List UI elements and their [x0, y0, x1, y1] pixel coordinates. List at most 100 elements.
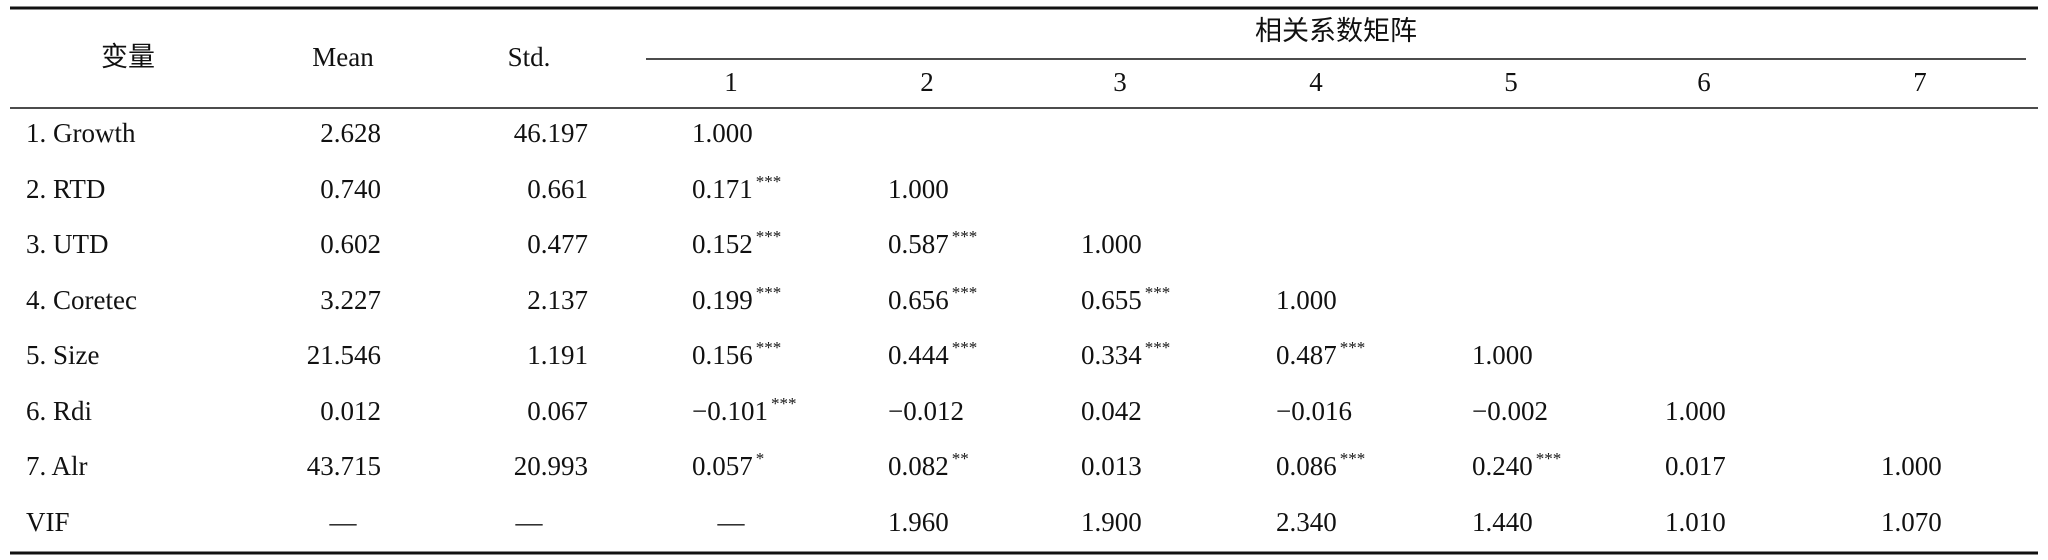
cell: 43.715 [307, 451, 381, 481]
cell: 20.993 [514, 451, 588, 481]
cell: 1.070 [1881, 507, 1942, 537]
cell-value: 0.240 [1472, 451, 1533, 481]
cell: 0.156 *** [692, 338, 781, 370]
cell: 1.440 [1472, 507, 1533, 537]
cell: −0.012 [888, 396, 964, 426]
cell: 0.240 *** [1472, 449, 1561, 481]
header-mean: Mean [312, 42, 374, 72]
cell-value: 0.086 [1276, 451, 1337, 481]
cell: 0.057 * [692, 449, 764, 481]
significance: *** [771, 394, 797, 413]
cell: 1.000 [888, 174, 949, 204]
cell: −0.101 *** [692, 394, 796, 426]
cell-value: 0.444 [888, 340, 949, 370]
cell: 1.000 [1881, 451, 1942, 481]
header-matrix: 相关系数矩阵 [1255, 16, 1417, 46]
cell: 0.171 *** [692, 172, 781, 204]
cell: 1.000 [1276, 285, 1337, 315]
cell: — [329, 507, 358, 537]
row-label: 6. Rdi [26, 396, 92, 426]
cell-value: 0.656 [888, 285, 949, 315]
header-variable: 变量 [101, 42, 155, 72]
cell: — [515, 507, 544, 537]
cell: 0.587 *** [888, 227, 977, 259]
cell: 0.334 *** [1081, 338, 1170, 370]
cell: 0.199 *** [692, 283, 781, 315]
header-column: 6 [1697, 67, 1711, 97]
header-column: 3 [1113, 67, 1127, 97]
row-label: 1. Growth [26, 118, 136, 148]
header-column: 5 [1504, 67, 1518, 97]
cell: 0.152 *** [692, 227, 781, 259]
cell: 0.082 ** [888, 449, 969, 481]
cell: 0.013 [1081, 451, 1142, 481]
significance: *** [1340, 338, 1366, 357]
cell: 0.086 *** [1276, 449, 1365, 481]
cell-value: 0.655 [1081, 285, 1142, 315]
cell-value: 0.334 [1081, 340, 1142, 370]
row-label: VIF [26, 507, 70, 537]
significance: *** [756, 283, 782, 302]
cell: 2.137 [527, 285, 588, 315]
cell: 2.340 [1276, 507, 1337, 537]
cell: 1.000 [1081, 229, 1142, 259]
header-column: 2 [920, 67, 934, 97]
cell-value: 0.587 [888, 229, 949, 259]
cell: 1.191 [527, 340, 588, 370]
significance: *** [1340, 449, 1366, 468]
cell: 3.227 [320, 285, 381, 315]
cell: −0.002 [1472, 396, 1548, 426]
cell: 0.655 *** [1081, 283, 1170, 315]
significance: *** [1145, 283, 1171, 302]
cell: 1.010 [1665, 507, 1726, 537]
cell: 21.546 [307, 340, 381, 370]
significance: *** [756, 227, 782, 246]
cell: 0.444 *** [888, 338, 977, 370]
cell: 0.740 [320, 174, 381, 204]
cell: 0.656 *** [888, 283, 977, 315]
cell: 2.628 [320, 118, 381, 148]
cell: 1.000 [1665, 396, 1726, 426]
cell-value: 0.057 [692, 451, 753, 481]
cell: 0.487 *** [1276, 338, 1365, 370]
cell: 0.602 [320, 229, 381, 259]
row-label: 7. Alr [26, 451, 88, 481]
header-std: Std. [508, 42, 551, 72]
cell: 1.960 [888, 507, 949, 537]
row-label: 2. RTD [26, 174, 105, 204]
cell-value: 0.156 [692, 340, 753, 370]
cell: 1.900 [1081, 507, 1142, 537]
significance: *** [952, 338, 978, 357]
cell: 0.477 [527, 229, 588, 259]
cell: 0.067 [527, 396, 588, 426]
significance: *** [1536, 449, 1562, 468]
cell-value: 0.082 [888, 451, 949, 481]
cell-value: 0.171 [692, 174, 753, 204]
cell: 0.042 [1081, 396, 1142, 426]
significance: *** [952, 283, 978, 302]
cell: 1.000 [692, 118, 753, 148]
significance: *** [756, 338, 782, 357]
cell-value: 0.199 [692, 285, 753, 315]
header-column: 1 [724, 67, 738, 97]
cell-value: 0.487 [1276, 340, 1337, 370]
significance: *** [756, 172, 782, 191]
significance: * [756, 449, 765, 468]
header-column: 7 [1913, 67, 1927, 97]
cell: 46.197 [514, 118, 588, 148]
row-label: 5. Size [26, 340, 100, 370]
header-column: 4 [1309, 67, 1323, 97]
cell-value: 0.152 [692, 229, 753, 259]
cell-value: −0.101 [692, 396, 768, 426]
cell: 0.017 [1665, 451, 1726, 481]
row-label: 3. UTD [26, 229, 109, 259]
cell: — [717, 507, 746, 537]
cell: −0.016 [1276, 396, 1352, 426]
cell: 1.000 [1472, 340, 1533, 370]
significance: *** [1145, 338, 1171, 357]
significance: *** [952, 227, 978, 246]
cell: 0.661 [527, 174, 588, 204]
cell: 0.012 [320, 396, 381, 426]
significance: ** [952, 449, 969, 468]
